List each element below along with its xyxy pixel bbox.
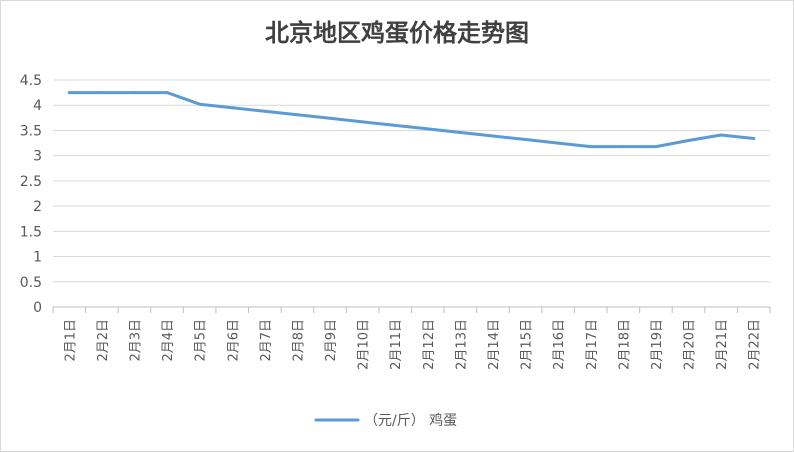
x-tick-label: 2月8日 [291, 319, 306, 362]
y-tick-label: 1.5 [20, 224, 42, 240]
data-point [295, 113, 299, 117]
y-tick-label: 2.5 [20, 174, 42, 190]
data-point [752, 137, 756, 140]
x-tick-label: 2月3日 [128, 319, 143, 362]
x-tick-label: 2月7日 [259, 319, 274, 362]
data-point [621, 145, 625, 149]
data-point [67, 91, 71, 95]
x-tick-label: 2月22日 [748, 319, 763, 370]
data-point [719, 133, 723, 137]
x-tick-label: 2月2日 [96, 319, 111, 362]
x-tick-label: 2月16日 [552, 319, 567, 370]
data-point [491, 134, 495, 138]
x-tick-label: 2月13日 [454, 319, 469, 370]
x-tick-label: 2月15日 [520, 319, 535, 370]
x-tick-label: 2月14日 [487, 319, 502, 370]
x-tick-label: 2月6日 [226, 319, 241, 362]
data-point [458, 131, 462, 134]
axis-labels: 0 0.5 1 1.5 2 2.5 3 3.5 4 4.5 2月1日 2月2日 2月3日 2月4日 2月5日… [20, 73, 763, 370]
data-point [230, 106, 234, 110]
data-point [165, 91, 169, 95]
x-tick-label: 2月21日 [715, 319, 730, 370]
legend-label: （元/斤） 鸡蛋 [364, 412, 457, 429]
x-tick-label: 2月4日 [161, 319, 176, 362]
data-point [556, 141, 560, 145]
x-tick-label: 2月17日 [585, 319, 600, 370]
grid-lines [53, 79, 770, 283]
x-tick-label: 2月12日 [422, 319, 437, 370]
y-tick-label: 4 [33, 98, 42, 114]
y-tick-label: 1 [33, 250, 42, 266]
data-point [524, 138, 528, 141]
data-point [687, 139, 690, 142]
series [67, 91, 756, 149]
y-tick-label: 3 [33, 149, 42, 165]
x-tick-label: 2月5日 [194, 319, 209, 362]
data-point [100, 91, 104, 95]
data-point [198, 102, 202, 106]
data-point [361, 120, 365, 124]
y-tick-label: 3.5 [20, 123, 42, 139]
series-line-0 [67, 91, 756, 149]
data-point [426, 127, 430, 131]
axes [52, 306, 771, 313]
x-tick-label: 2月20日 [683, 319, 698, 370]
data-point [263, 109, 267, 113]
y-tick-label: 0 [33, 300, 42, 316]
x-tick-label: 2月18日 [617, 319, 632, 370]
y-tick-label: 4.5 [20, 73, 42, 89]
legend: （元/斤） 鸡蛋 [314, 412, 457, 429]
data-point [133, 91, 136, 95]
x-tick-label: 2月1日 [63, 319, 78, 362]
x-tick-label: 2月19日 [650, 319, 665, 370]
x-tick-label: 2月11日 [389, 319, 404, 370]
y-tick-label: 2 [33, 199, 42, 215]
data-point [393, 123, 397, 127]
data-point [654, 145, 658, 149]
x-tick-label: 2月10日 [357, 319, 372, 370]
y-tick-label: 0.5 [20, 275, 42, 291]
chart-title: 北京地区鸡蛋价格走势图 [265, 19, 529, 47]
x-tick-label: 2月9日 [324, 319, 339, 362]
data-point [589, 145, 593, 149]
data-point [328, 116, 332, 120]
